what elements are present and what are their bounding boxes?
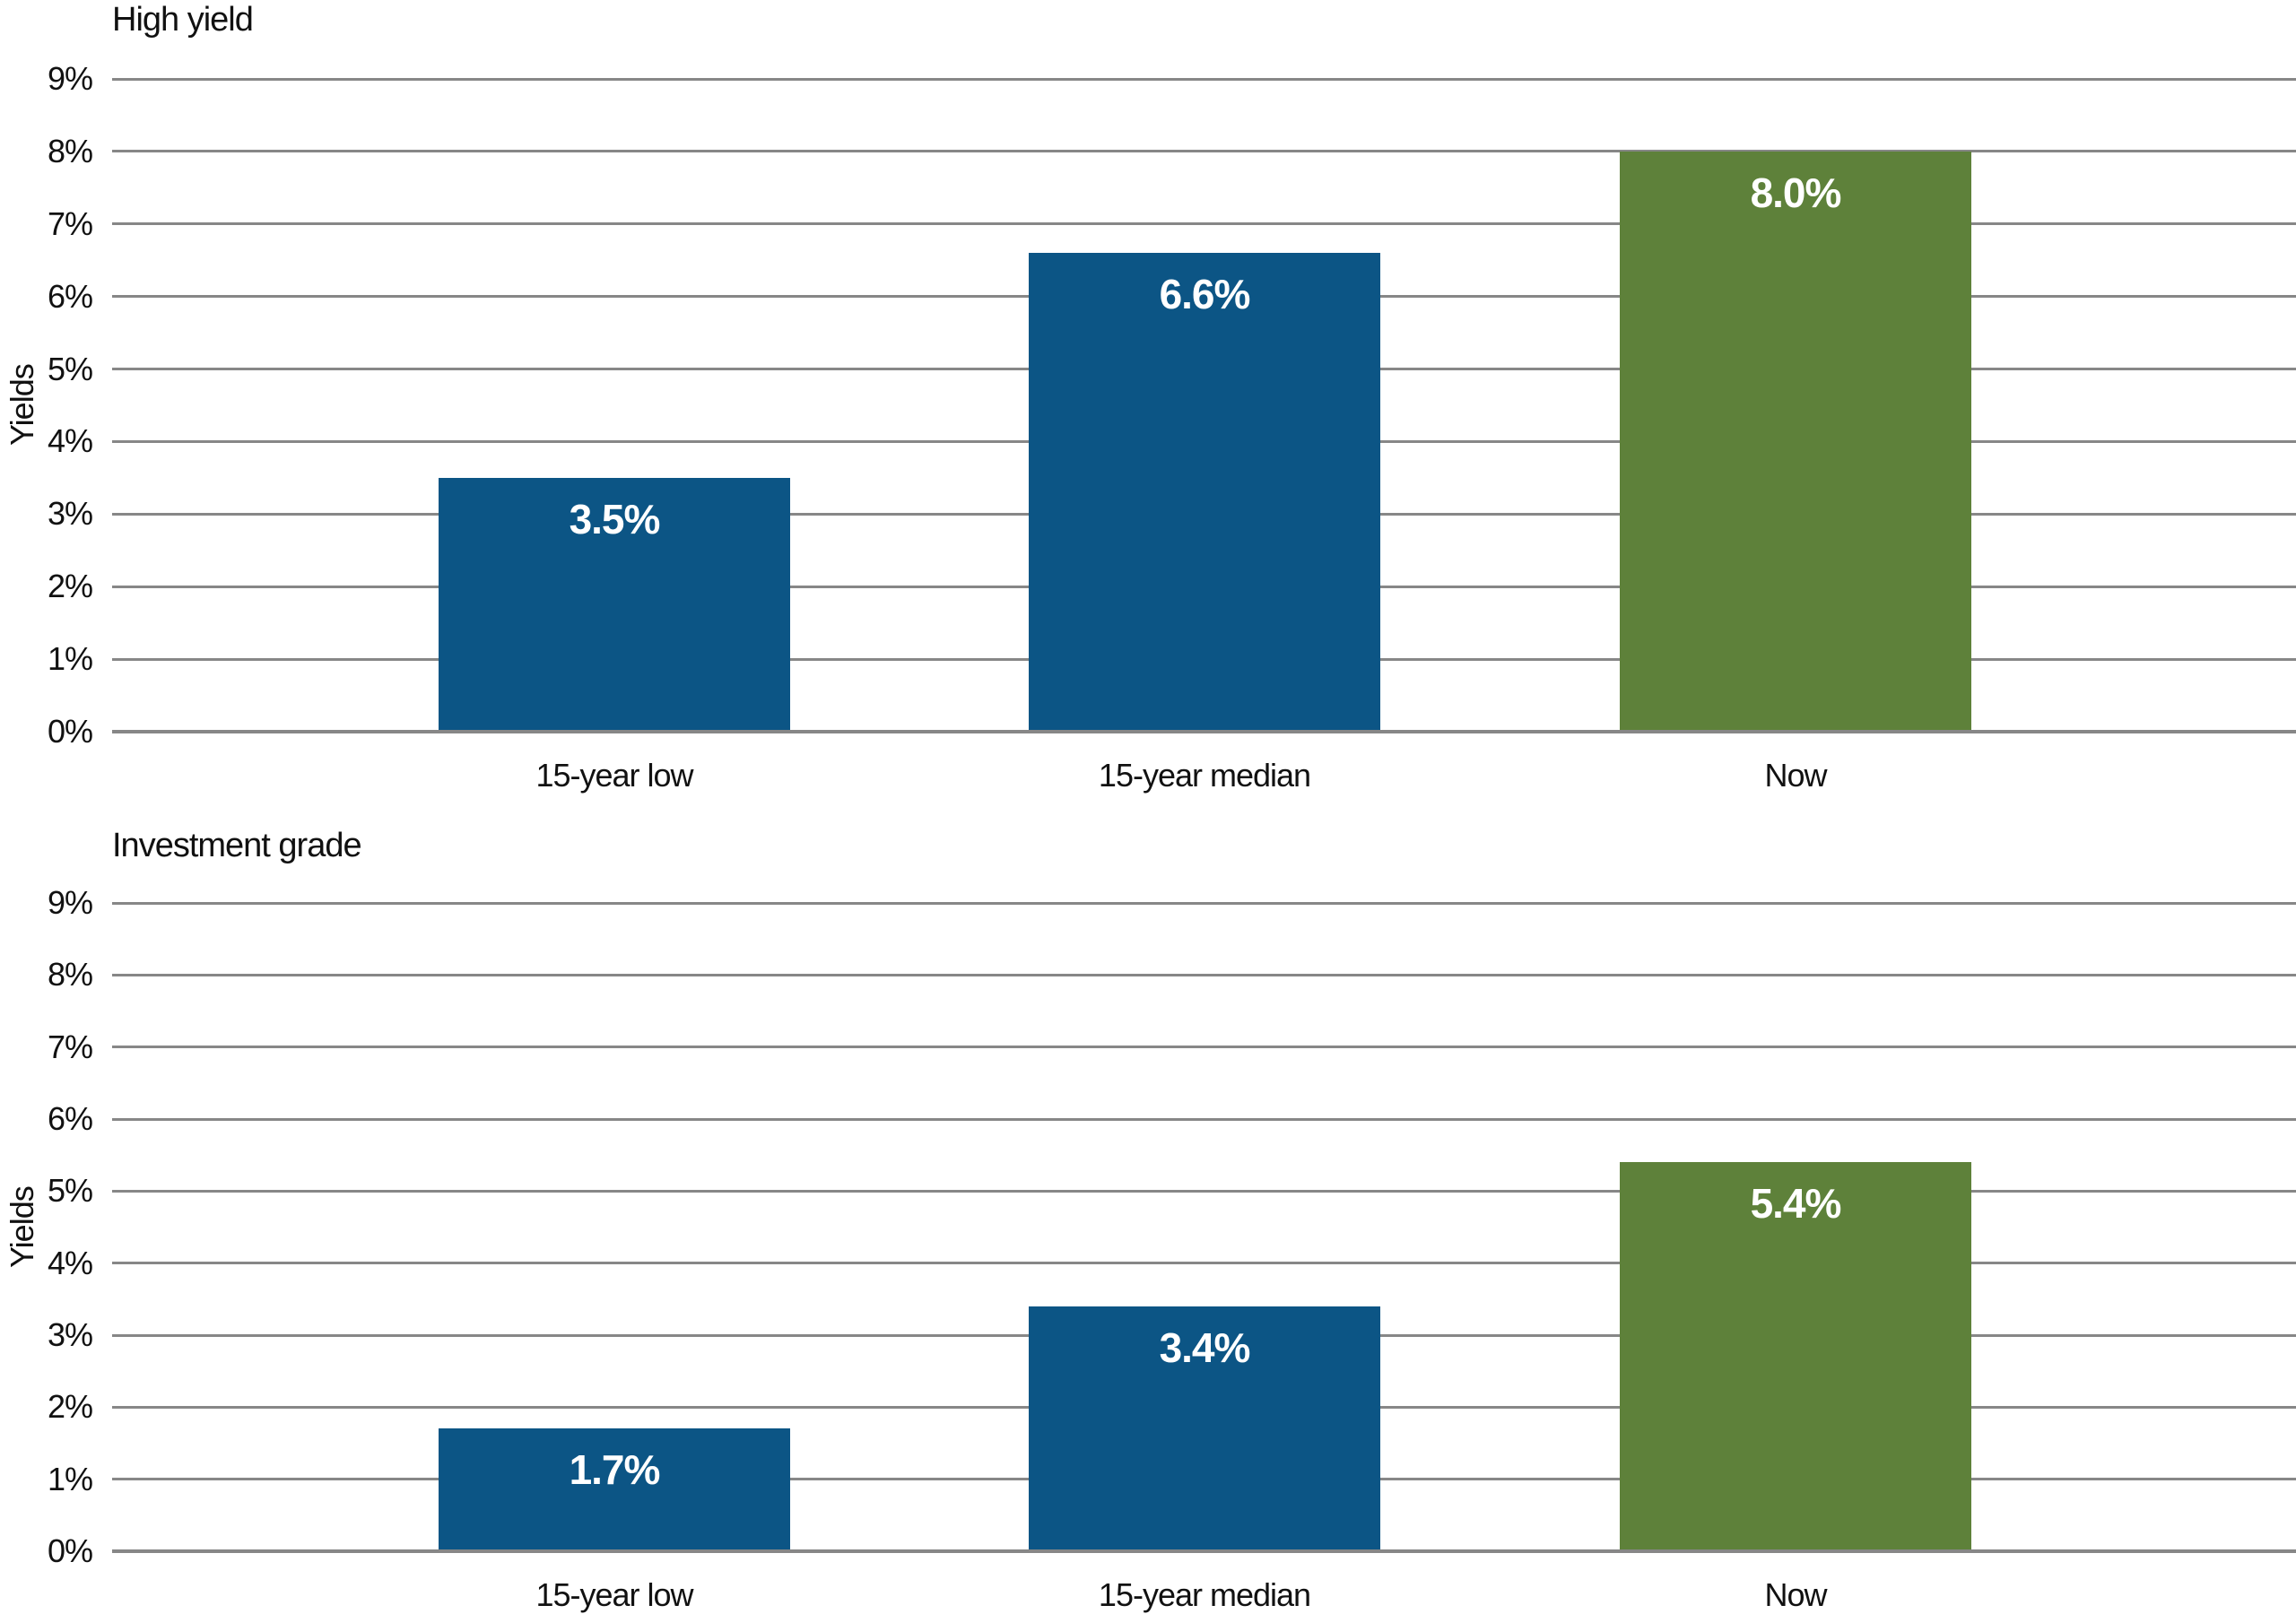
y-tick-label-1%: 1% <box>47 640 93 677</box>
y-tick-label-8%: 8% <box>47 133 93 169</box>
category-label-now: Now <box>1764 1576 1827 1613</box>
x-axis-line <box>112 730 2296 733</box>
gridline-7% <box>112 222 2296 225</box>
category-label-15-year-median: 15-year median <box>1098 757 1311 794</box>
y-tick-label-9%: 9% <box>47 884 93 921</box>
bar-now <box>1620 152 1971 732</box>
gridline-8% <box>112 150 2296 152</box>
bar-15-year-median <box>1029 1306 1380 1551</box>
y-tick-label-2%: 2% <box>47 1388 93 1425</box>
bar-value-label: 5.4% <box>1750 1180 1842 1227</box>
y-tick-label-7%: 7% <box>47 205 93 242</box>
gridline-5% <box>112 1190 2296 1193</box>
y-tick-label-3%: 3% <box>47 1316 93 1353</box>
y-tick-label-3%: 3% <box>47 495 93 532</box>
category-label-now: Now <box>1764 757 1827 794</box>
bar-value-label: 1.7% <box>569 1446 661 1493</box>
chart-title-investment-grade: Investment grade <box>112 827 362 864</box>
gridline-9% <box>112 78 2296 81</box>
y-tick-label-9%: 9% <box>47 60 93 97</box>
bar-value-label: 3.5% <box>569 496 661 542</box>
category-label-15-year-median: 15-year median <box>1098 1576 1311 1613</box>
y-tick-label-0%: 0% <box>47 713 93 750</box>
y-axis-title: Yields <box>4 364 40 447</box>
bar-15-year-low <box>439 1428 790 1551</box>
bar-value-label: 3.4% <box>1159 1324 1251 1371</box>
y-tick-label-2%: 2% <box>47 568 93 604</box>
x-axis-line <box>112 1549 2296 1553</box>
y-tick-label-7%: 7% <box>47 1028 93 1065</box>
bar-value-label: 6.6% <box>1159 271 1251 317</box>
y-tick-label-1%: 1% <box>47 1461 93 1497</box>
gridline-6% <box>112 1118 2296 1121</box>
y-tick-label-4%: 4% <box>47 1245 93 1281</box>
gridline-9% <box>112 902 2296 905</box>
y-tick-label-5%: 5% <box>47 1172 93 1209</box>
y-tick-label-5%: 5% <box>47 351 93 387</box>
gridline-8% <box>112 974 2296 976</box>
y-tick-label-6%: 6% <box>47 1100 93 1137</box>
bar-15-year-low <box>439 478 790 732</box>
bar-value-label: 8.0% <box>1750 169 1842 216</box>
y-tick-label-4%: 4% <box>47 422 93 459</box>
y-tick-label-0%: 0% <box>47 1532 93 1569</box>
gridline-7% <box>112 1046 2296 1048</box>
y-axis-title: Yields <box>4 1186 40 1268</box>
category-label-15-year-low: 15-year low <box>535 1576 693 1613</box>
bar-now <box>1620 1162 1971 1551</box>
y-tick-label-8%: 8% <box>47 956 93 993</box>
bar-15-year-median <box>1029 253 1380 732</box>
y-tick-label-6%: 6% <box>47 278 93 315</box>
gridline-4% <box>112 1262 2296 1264</box>
category-label-15-year-low: 15-year low <box>535 757 693 794</box>
chart-title-high-yield: High yield <box>112 1 254 39</box>
